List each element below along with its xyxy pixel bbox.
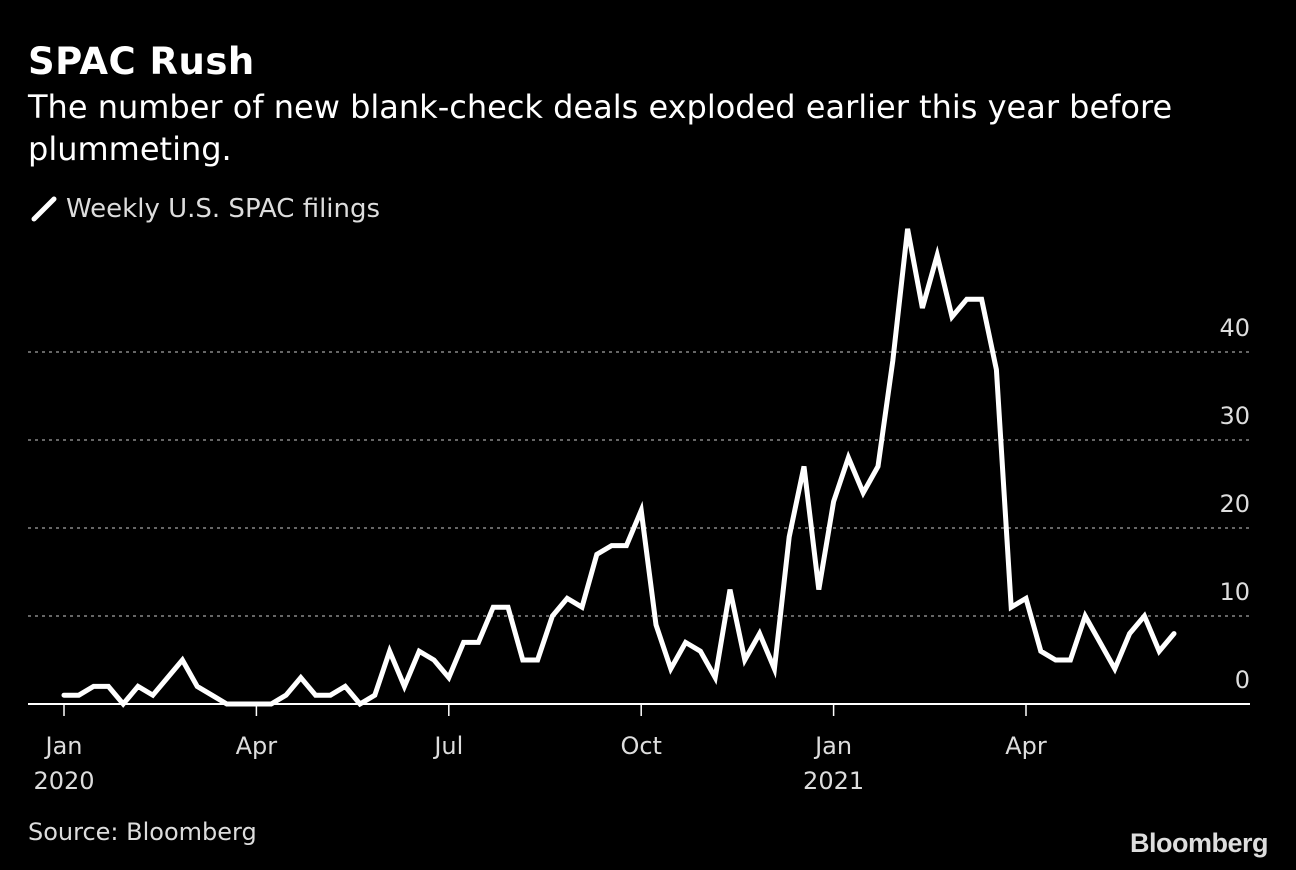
- series-line-weekly-spac-filings: [61, 228, 1177, 708]
- y-tick-label: 20: [1219, 490, 1250, 518]
- bloomberg-logo: Bloomberg: [1129, 828, 1269, 858]
- legend-line-icon: [31, 196, 57, 222]
- y-tick-label: 0: [1235, 666, 1250, 694]
- y-tick-label: 10: [1219, 578, 1250, 606]
- x-tick-label: Oct: [620, 732, 662, 760]
- y-tick-label: 40: [1219, 314, 1250, 342]
- legend-label: Weekly U.S. SPAC filings: [66, 194, 381, 224]
- source-note: Source: Bloomberg: [28, 818, 257, 846]
- x-tick-year-label: 2021: [803, 767, 864, 795]
- x-tick-label: Jul: [432, 732, 463, 760]
- x-tick-year-label: 2020: [33, 767, 94, 795]
- x-tick-label: Apr: [236, 732, 278, 760]
- legend: Weekly U.S. SPAC filings: [30, 194, 380, 224]
- chart-title: SPAC Rush: [28, 40, 255, 83]
- chart-subtitle: The number of new blank-check deals expl…: [28, 88, 1173, 168]
- y-tick-label: 30: [1219, 402, 1250, 430]
- x-tick-label: Jan: [44, 732, 83, 760]
- x-tick-label: Apr: [1005, 732, 1047, 760]
- x-tick-label: Jan: [813, 732, 852, 760]
